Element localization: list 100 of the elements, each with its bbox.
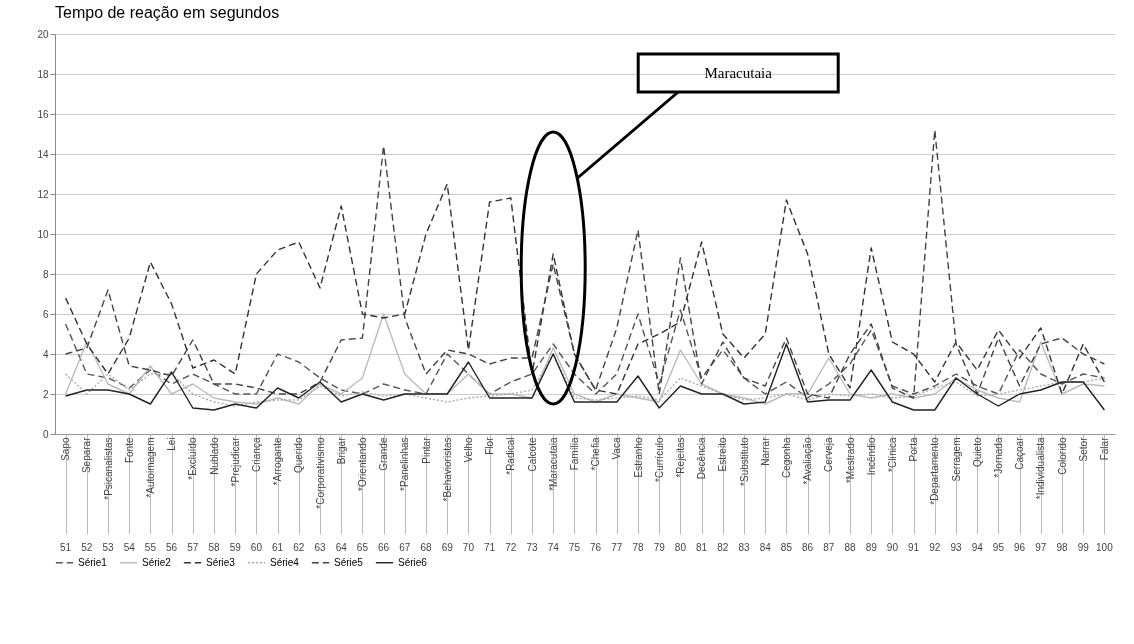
legend-label: Série6 — [398, 556, 428, 568]
text: 63 — [314, 542, 326, 553]
x-tick-label: Criança — [250, 437, 262, 472]
legend-label: Série2 — [142, 556, 172, 568]
chart-title: Tempo de reação em segundos — [55, 4, 280, 21]
text: 59 — [229, 542, 242, 553]
x-tick-label: Querido — [293, 437, 305, 474]
text: 69 — [441, 542, 454, 553]
x-tick-label: Pintar — [420, 436, 432, 464]
text: 94 — [971, 542, 984, 553]
x-tick-label: *Chefia — [590, 437, 602, 471]
text: 55 — [144, 542, 157, 553]
x-tick-label: Narrar — [759, 436, 771, 466]
x-tick-label: *Rejeitas — [674, 437, 686, 478]
text: 58 — [208, 542, 220, 553]
x-tick-label: Sapo — [60, 437, 72, 461]
text: 96 — [1014, 542, 1026, 553]
x-tick-label: *Panelinhas — [399, 437, 411, 491]
text: 90 — [886, 542, 899, 553]
text: 92 — [929, 542, 941, 553]
line-series — [64, 343, 1106, 411]
text: 83 — [738, 542, 750, 553]
text: 100 — [1096, 542, 1114, 553]
x-tick-label: *Jornada — [992, 437, 1004, 478]
y-tick-label: 16 — [37, 108, 49, 120]
line-series — [64, 129, 1106, 399]
x-tick-label: Estreito — [717, 437, 729, 472]
text: 53 — [102, 542, 114, 553]
x-tick-label: Brigar — [335, 436, 347, 465]
text: 65 — [356, 542, 369, 553]
text: 67 — [399, 542, 411, 553]
x-tick-label: Incêndio — [865, 437, 877, 476]
x-tick-label: Decência — [696, 437, 708, 480]
text: 89 — [865, 542, 878, 553]
x-tick-label: Separar — [81, 436, 93, 474]
x-tick-label: Vaca — [611, 437, 623, 460]
x-tick-label: *Substituto — [738, 437, 750, 486]
y-tick-label: 2 — [42, 388, 49, 400]
x-tick-label: *Psicanalistas — [102, 437, 114, 500]
text: 95 — [992, 542, 1005, 553]
y-tick-label: 14 — [37, 148, 49, 160]
text: 91 — [908, 542, 920, 553]
x-tick-label: Flor — [484, 436, 496, 455]
x-tick-label: Estranho — [632, 437, 644, 478]
text: 74 — [547, 542, 560, 553]
text: 73 — [526, 542, 538, 553]
y-tick-label: 10 — [37, 228, 49, 240]
text: 77 — [611, 542, 623, 553]
x-tick-label: Nublado — [208, 437, 220, 475]
x-tick-label: Lei — [166, 437, 178, 451]
text: 97 — [1035, 542, 1047, 553]
text: 71 — [484, 542, 496, 553]
text: 86 — [802, 542, 814, 553]
x-tick-label: Falar — [1098, 436, 1110, 461]
x-tick-label: *Autoimagem — [144, 437, 156, 498]
x-tick-label: Setor — [1077, 436, 1089, 462]
text: 66 — [378, 542, 390, 553]
x-tick-label: *Prejudicar — [229, 436, 241, 487]
text: 78 — [632, 542, 644, 553]
x-tick-label: *Corporativismo — [314, 437, 326, 509]
x-tick-label: Fonte — [123, 437, 135, 464]
annotation: Maracutaia — [704, 65, 773, 81]
text: 82 — [717, 542, 729, 553]
text: 68 — [420, 542, 432, 553]
x-tick-label: *Maracutaia — [547, 437, 559, 491]
text: 76 — [590, 542, 602, 553]
x-tick-label: Colorido — [1056, 437, 1068, 475]
x-tick-label: Calcote — [526, 437, 538, 472]
x-tick-label: Cegonha — [780, 437, 792, 479]
y-tick-label: 0 — [42, 428, 49, 440]
x-tick-label: Porta — [908, 437, 920, 462]
text: 57 — [187, 542, 199, 553]
x-tick-label: Quieto — [971, 437, 983, 467]
text: 81 — [696, 542, 708, 553]
text: 80 — [674, 542, 687, 553]
text: 98 — [1056, 542, 1068, 553]
x-tick-label: *Arrogante — [272, 437, 284, 486]
x-tick-label: Grande — [378, 437, 390, 471]
text: 52 — [81, 542, 93, 553]
text: 51 — [60, 542, 72, 553]
text: 84 — [759, 542, 772, 553]
legend-label: Série4 — [270, 556, 300, 568]
legend-label: Série3 — [206, 556, 236, 568]
text: 54 — [123, 542, 136, 553]
x-tick-label: *Excluído — [187, 437, 199, 480]
text: 99 — [1077, 542, 1090, 553]
line-series — [64, 183, 1106, 395]
text: 60 — [250, 542, 263, 553]
y-tick-label: 12 — [37, 188, 49, 200]
x-tick-label: *Radical — [505, 437, 517, 475]
legend-label: Série1 — [78, 556, 108, 568]
text: 72 — [505, 542, 517, 553]
legend-label: Série5 — [334, 556, 364, 568]
text: 62 — [293, 542, 305, 553]
y-tick-label: 6 — [42, 308, 49, 320]
text: 87 — [823, 542, 835, 553]
text: 70 — [462, 542, 475, 553]
y-tick-label: 4 — [42, 348, 49, 360]
text: 85 — [780, 542, 793, 553]
x-tick-label: Família — [568, 437, 580, 471]
